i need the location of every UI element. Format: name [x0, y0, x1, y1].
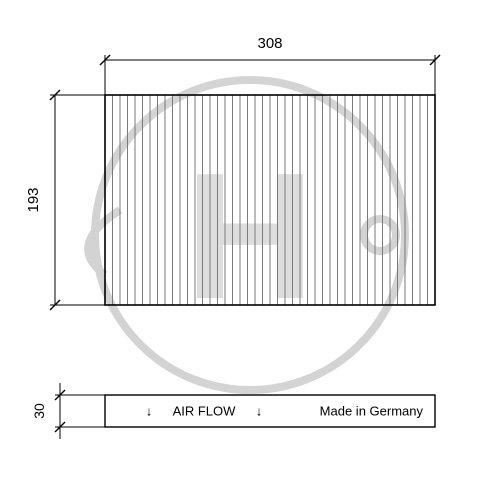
filter-body	[105, 95, 435, 305]
airflow-arrow-icon: ↓	[256, 404, 263, 419]
dimension-thickness-value: 30	[31, 403, 47, 419]
dimension-width-value: 308	[257, 35, 282, 52]
made-in-label: Made in Germany	[320, 404, 424, 419]
airflow-arrow-icon: ↓	[146, 404, 153, 419]
svg-text:H: H	[185, 136, 315, 337]
dimension-height-value: 193	[25, 187, 42, 212]
airflow-label: AIR FLOW	[173, 404, 237, 419]
